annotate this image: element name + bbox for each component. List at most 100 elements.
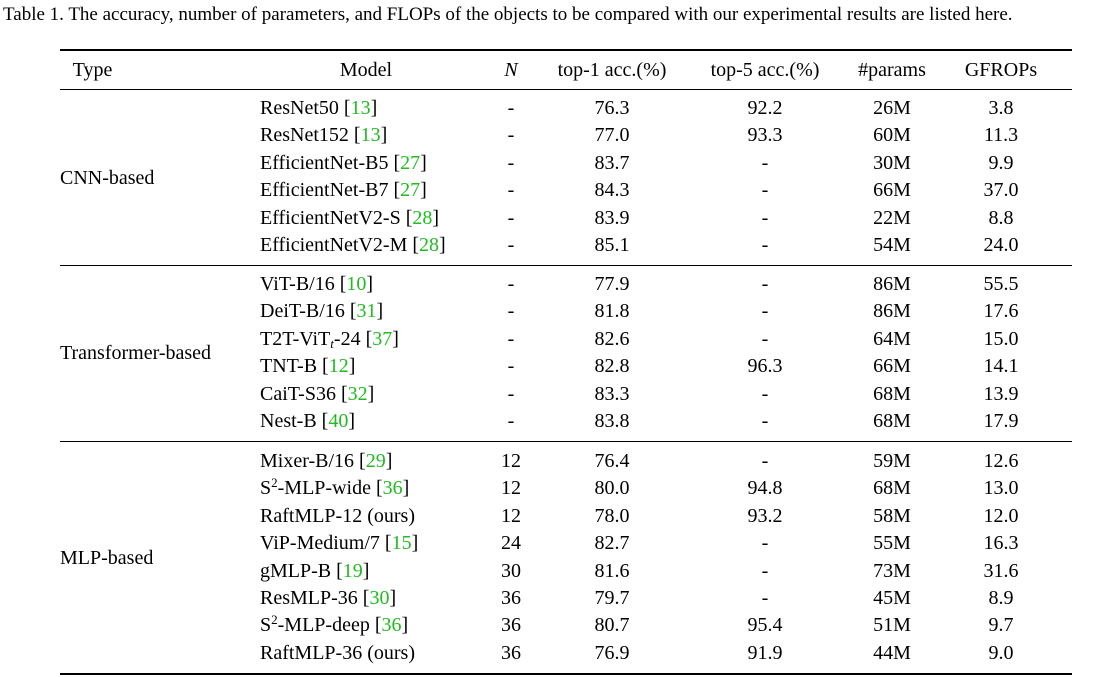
citation-link: 15 (391, 532, 412, 555)
cell-top5: - (761, 532, 769, 555)
table-row: EfficientNet-B7 [27] - 84.3 - 66M 37.0 (0, 178, 1104, 205)
cell-top1: 77.0 (594, 124, 630, 147)
cell-n: 24 (501, 532, 521, 555)
cell-params: 51M (873, 614, 911, 637)
cell-top1: 83.3 (594, 382, 630, 405)
citation-link: 10 (346, 273, 367, 295)
cell-gflops: 55.5 (983, 273, 1019, 295)
table-row: TNT-B [12] - 82.8 96.3 66M 14.1 (0, 354, 1104, 381)
cell-top5: - (761, 234, 769, 256)
cell-n: - (507, 355, 515, 378)
cell-params: 64M (873, 327, 911, 350)
cell-top5: 92.2 (747, 97, 783, 119)
header-params: #params (858, 59, 926, 81)
cell-top5: 95.4 (747, 614, 783, 637)
cell-params: 44M (873, 641, 911, 664)
cell-gflops: 12.6 (983, 450, 1019, 472)
cell-params: 73M (873, 559, 911, 582)
model-name: RaftMLP-12 (ours) (260, 504, 415, 527)
cell-n: - (507, 234, 515, 256)
group-rule (60, 265, 1072, 266)
cell-top5: - (761, 327, 769, 350)
cell-top5: - (761, 179, 769, 202)
cell-gflops: 15.0 (983, 327, 1019, 350)
cell-top1: 84.3 (594, 179, 630, 202)
cell-n: - (507, 179, 515, 202)
cell-params: 26M (873, 97, 911, 119)
cell-n: 12 (501, 504, 521, 527)
cell-top1: 83.8 (594, 410, 630, 432)
table-row: T2T-ViTt-24 [37] - 82.6 - 64M 15.0 (0, 327, 1104, 354)
cell-top5: 93.2 (747, 504, 783, 527)
cell-top5: - (761, 300, 769, 323)
cell-top1: 81.6 (594, 559, 630, 582)
group-rule (60, 441, 1072, 442)
table-row: EfficientNet-B5 [27] - 83.7 - 30M 9.9 (0, 151, 1104, 178)
cell-params: 68M (873, 477, 911, 500)
cell-gflops: 9.9 (988, 151, 1014, 174)
citation-link: 40 (328, 410, 349, 432)
cell-gflops: 13.9 (983, 382, 1019, 405)
table-row: Mixer-B/16 [29] 12 76.4 - 59M 12.6 (0, 449, 1104, 476)
cell-top1: 78.0 (594, 504, 630, 527)
table-row: S2-MLP-deep [36] 36 80.7 95.4 51M 9.7 (0, 613, 1104, 640)
model-name: ViT-B/16 [10] (260, 273, 374, 295)
model-subscript: t (330, 335, 334, 351)
header-top5: top-5 acc.(%) (710, 59, 820, 81)
cell-n: - (507, 327, 515, 350)
citation-link: 28 (412, 206, 433, 229)
cell-top1: 77.9 (594, 273, 630, 295)
cell-params: 86M (873, 273, 911, 295)
cell-params: 68M (873, 410, 911, 432)
cell-params: 22M (873, 206, 911, 229)
table-row: ResNet50 [13] - 76.3 92.2 26M 3.8 (0, 96, 1104, 123)
cell-top5: - (761, 450, 769, 472)
cell-params: 54M (873, 234, 911, 256)
citation-link: 32 (347, 382, 368, 405)
group-type-label: MLP-based (60, 547, 154, 569)
cell-params: 68M (873, 382, 911, 405)
cell-gflops: 24.0 (983, 234, 1019, 256)
table-row: ViT-B/16 [10] - 77.9 - 86M 55.5 (0, 272, 1104, 299)
table-row: EfficientNetV2-M [28] - 85.1 - 54M 24.0 (0, 233, 1104, 260)
cell-top1: 83.7 (594, 151, 630, 174)
cell-gflops: 16.3 (983, 532, 1019, 555)
cell-params: 86M (873, 300, 911, 323)
table-row: gMLP-B [19] 30 81.6 - 73M 31.6 (0, 559, 1104, 586)
model-name: TNT-B [12] (260, 355, 356, 378)
table-row: ViP-Medium/7 [15] 24 82.7 - 55M 16.3 (0, 531, 1104, 558)
cell-top1: 76.3 (594, 97, 630, 119)
table-row: S2-MLP-wide [36] 12 80.0 94.8 68M 13.0 (0, 476, 1104, 503)
table-row: Nest-B [40] - 83.8 - 68M 17.9 (0, 409, 1104, 436)
model-name: T2T-ViTt-24 [37] (260, 327, 399, 351)
cell-top1: 83.9 (594, 206, 630, 229)
cell-top1: 82.6 (594, 327, 630, 350)
citation-link: 28 (419, 234, 440, 256)
cell-top1: 76.4 (594, 450, 630, 472)
cell-top1: 76.9 (594, 641, 630, 664)
cell-params: 60M (873, 124, 911, 147)
citation-link: 31 (356, 300, 377, 323)
cell-params: 66M (873, 179, 911, 202)
cell-params: 55M (873, 532, 911, 555)
table-row: DeiT-B/16 [31] - 81.8 - 86M 17.6 (0, 299, 1104, 326)
model-superscript: 2 (271, 475, 278, 491)
cell-top5: 93.3 (747, 124, 783, 147)
header-n: N (504, 59, 518, 81)
header-row: Type Model N top-1 acc.(%) top-5 acc.(%)… (0, 58, 1104, 84)
cell-top5: - (761, 559, 769, 582)
table-row: EfficientNetV2-S [28] - 83.9 - 22M 8.8 (0, 206, 1104, 233)
cell-top1: 80.7 (594, 614, 630, 637)
model-name: Nest-B [40] (260, 410, 356, 432)
top-rule (60, 49, 1072, 51)
header-gflops: GFROPs (964, 59, 1038, 81)
group-type-label: CNN-based (60, 167, 155, 189)
citation-link: 36 (382, 477, 403, 500)
cell-top5: 96.3 (747, 355, 783, 378)
model-name: S2-MLP-deep [36] (260, 612, 409, 637)
citation-link: 30 (369, 587, 390, 609)
model-name: RaftMLP-36 (ours) (260, 641, 415, 664)
cell-gflops: 31.6 (983, 559, 1019, 582)
model-name: S2-MLP-wide [36] (260, 475, 410, 500)
cell-n: - (507, 300, 515, 323)
